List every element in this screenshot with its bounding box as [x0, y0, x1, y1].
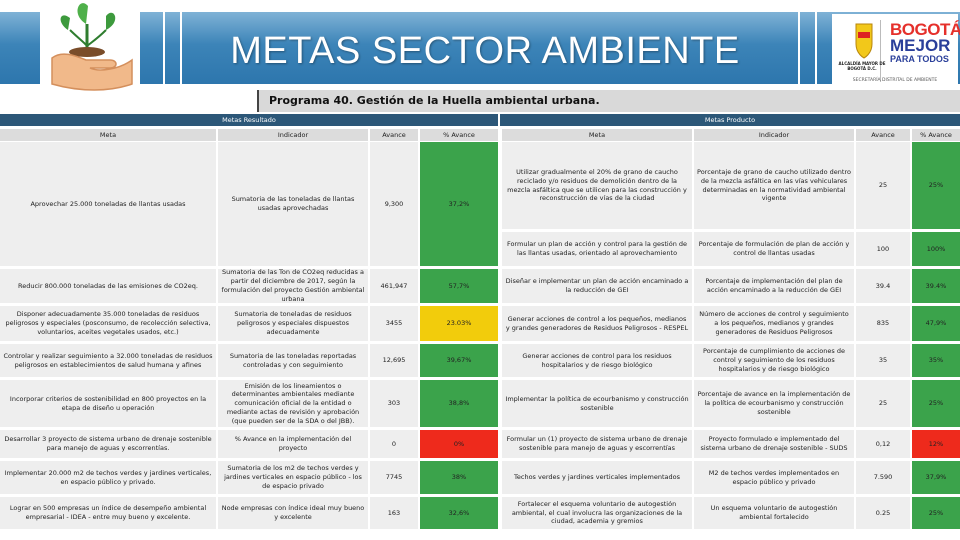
header-divider-right	[798, 0, 800, 95]
plant-hand-icon	[40, 0, 140, 95]
resultado-meta-cell: Controlar y realizar seguimiento a 32.00…	[0, 344, 216, 377]
resultado-indicador-cell: Node empresas con índice ideal muy bueno…	[218, 497, 368, 529]
resultado-indicador-cell: Sumatoria de las toneladas de llantas us…	[218, 142, 368, 266]
col-avance-resultado: Avance	[370, 129, 418, 141]
logo-brand-line3: PARA TODOS	[890, 54, 949, 64]
col-indicador-producto: Indicador	[694, 129, 854, 141]
resultado-avance-cell: 461,947	[370, 269, 418, 303]
producto-meta-cell: Techos verdes y jardines verticales impl…	[502, 461, 692, 494]
resultado-meta-cell: Implementar 20.000 m2 de techos verdes y…	[0, 461, 216, 494]
producto-indicador-cell: Un esquema voluntario de autogestión amb…	[694, 497, 854, 529]
resultado-indicador-cell: Sumatoria de las Ton de CO2eq reducidas …	[218, 269, 368, 303]
producto-avance-cell: 0.25	[856, 497, 910, 529]
resultado-pct-cell: 38%	[420, 461, 498, 494]
producto-avance-cell: 7.590	[856, 461, 910, 494]
title-band	[0, 12, 960, 84]
resultado-avance-cell: 303	[370, 380, 418, 427]
header-divider-right-2	[815, 0, 817, 95]
bogota-logo: ALCALDÍA MAYOR DE BOGOTÁ D.C. BOGOTÁ MEJ…	[832, 14, 960, 92]
logo-secretaria: SECRETARÍA DISTRITAL DE AMBIENTE	[852, 78, 938, 83]
logo-brand-line1: BOGOTÁ	[890, 20, 960, 39]
producto-avance-cell: 25	[856, 142, 910, 229]
resultado-indicador-cell: % Avance en la implementación del proyec…	[218, 430, 368, 458]
resultado-avance-cell: 12,695	[370, 344, 418, 377]
col-meta-resultado: Meta	[0, 129, 216, 141]
producto-avance-cell: 35	[856, 344, 910, 377]
producto-pct-cell: 47,9%	[912, 306, 960, 341]
resultado-pct-cell: 38,8%	[420, 380, 498, 427]
program-title: Programa 40. Gestión de la Huella ambien…	[257, 90, 960, 112]
col-meta-producto: Meta	[502, 129, 692, 141]
col-avance-producto: Avance	[856, 129, 910, 141]
producto-indicador-cell: Número de acciones de control y seguimie…	[694, 306, 854, 341]
col-pct-producto: % Avance	[912, 129, 960, 141]
producto-indicador-cell: Porcentaje de grano de caucho utilizado …	[694, 142, 854, 229]
producto-pct-cell: 39.4%	[912, 269, 960, 303]
header-divider-left	[163, 0, 165, 95]
resultado-meta-cell: Lograr en 500 empresas un índice de dese…	[0, 497, 216, 529]
producto-meta-cell: Formular un plan de acción y control par…	[502, 232, 692, 266]
producto-pct-cell: 100%	[912, 232, 960, 266]
producto-indicador-cell: Porcentaje de avance en la implementació…	[694, 380, 854, 427]
program-edge	[257, 90, 259, 112]
producto-indicador-cell: Proyecto formulado e implementado del si…	[694, 430, 854, 458]
resultado-meta-cell: Desarrollar 3 proyecto de sistema urbano…	[0, 430, 216, 458]
resultado-meta-cell: Reducir 800.000 toneladas de las emision…	[0, 269, 216, 303]
header-divider-left-2	[180, 0, 182, 95]
producto-pct-cell: 37,9%	[912, 461, 960, 494]
resultado-avance-cell: 163	[370, 497, 418, 529]
producto-indicador-cell: M2 de techos verdes implementados en esp…	[694, 461, 854, 494]
resultado-indicador-cell: Sumatoria de las toneladas reportadas co…	[218, 344, 368, 377]
logo-city-name: ALCALDÍA MAYOR DE BOGOTÁ D.C.	[838, 61, 886, 71]
producto-meta-cell: Fortalecer el esquema voluntario de auto…	[502, 497, 692, 529]
resultado-meta-cell: Incorporar criterios de sostenibilidad e…	[0, 380, 216, 427]
producto-indicador-cell: Porcentaje de implementación del plan de…	[694, 269, 854, 303]
col-indicador-resultado: Indicador	[218, 129, 368, 141]
header: METAS SECTOR AMBIENTE ALCALDÍA MAYOR DE …	[0, 0, 960, 95]
resultado-avance-cell: 9,300	[370, 142, 418, 266]
resultado-avance-cell: 7745	[370, 461, 418, 494]
producto-meta-cell: Generar acciones de control para los res…	[502, 344, 692, 377]
producto-pct-cell: 25%	[912, 497, 960, 529]
producto-pct-cell: 12%	[912, 430, 960, 458]
producto-indicador-cell: Porcentaje de cumplimiento de acciones d…	[694, 344, 854, 377]
resultado-pct-cell: 23.03%	[420, 306, 498, 341]
resultado-pct-cell: 37,2%	[420, 142, 498, 266]
section-metas-resultado: Metas Resultado	[0, 114, 498, 126]
resultado-indicador-cell: Sumatoria de toneladas de residuos pelig…	[218, 306, 368, 341]
producto-avance-cell: 100	[856, 232, 910, 266]
producto-indicador-cell: Porcentaje de formulación de plan de acc…	[694, 232, 854, 266]
producto-meta-cell: Implementar la política de ecourbanismo …	[502, 380, 692, 427]
resultado-pct-cell: 57,7%	[420, 269, 498, 303]
producto-avance-cell: 835	[856, 306, 910, 341]
producto-meta-cell: Diseñar e implementar un plan de acción …	[502, 269, 692, 303]
resultado-indicador-cell: Emisión de los lineamientos o determinan…	[218, 380, 368, 427]
producto-meta-cell: Utilizar gradualmente el 20% de grano de…	[502, 142, 692, 229]
page-title: METAS SECTOR AMBIENTE	[230, 30, 740, 72]
producto-pct-cell: 35%	[912, 344, 960, 377]
resultado-avance-cell: 0	[370, 430, 418, 458]
producto-pct-cell: 25%	[912, 142, 960, 229]
resultado-pct-cell: 39,67%	[420, 344, 498, 377]
resultado-meta-cell: Aprovechar 25.000 toneladas de llantas u…	[0, 142, 216, 266]
producto-avance-cell: 39.4	[856, 269, 910, 303]
producto-pct-cell: 25%	[912, 380, 960, 427]
producto-meta-cell: Generar acciones de control a los pequeñ…	[502, 306, 692, 341]
resultado-avance-cell: 3455	[370, 306, 418, 341]
logo-brand-line2: MEJOR	[890, 36, 951, 55]
producto-meta-cell: Formular un (1) proyecto de sistema urba…	[502, 430, 692, 458]
producto-avance-cell: 0,12	[856, 430, 910, 458]
producto-avance-cell: 25	[856, 380, 910, 427]
resultado-pct-cell: 32,6%	[420, 497, 498, 529]
col-pct-resultado: % Avance	[420, 129, 498, 141]
section-metas-producto: Metas Producto	[500, 114, 960, 126]
resultado-meta-cell: Disponer adecuadamente 35.000 toneladas …	[0, 306, 216, 341]
resultado-pct-cell: 0%	[420, 430, 498, 458]
resultado-indicador-cell: Sumatoria de los m2 de techos verdes y j…	[218, 461, 368, 494]
